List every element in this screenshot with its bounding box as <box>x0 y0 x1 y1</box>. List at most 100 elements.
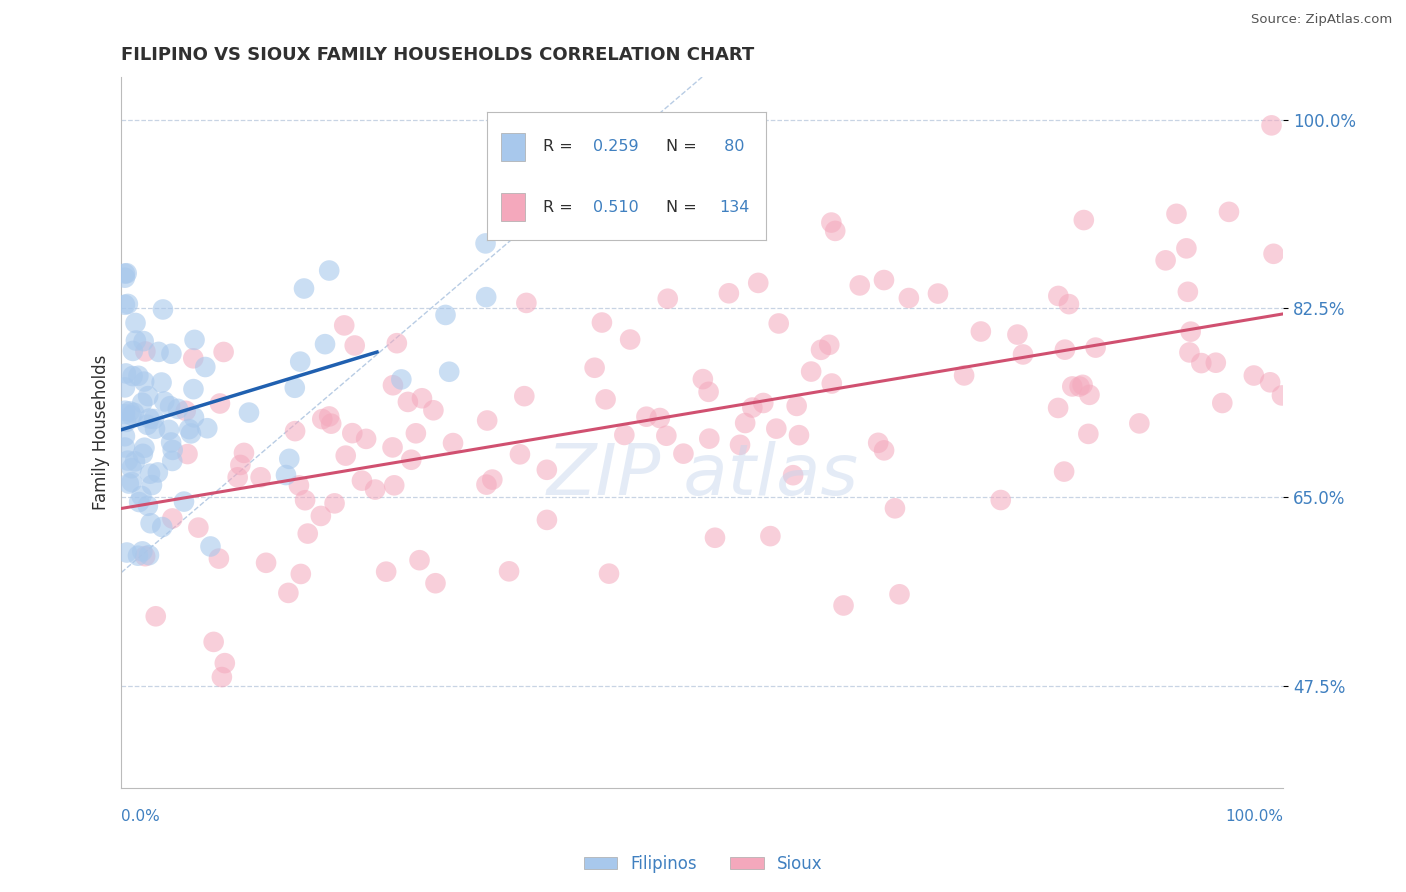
Point <box>1084 341 1107 355</box>
Point <box>181 351 204 366</box>
Point <box>136 499 159 513</box>
Point <box>114 429 136 443</box>
Point <box>176 447 198 461</box>
Point <box>481 473 503 487</box>
Point <box>889 587 911 601</box>
Point <box>118 404 141 418</box>
Point <box>114 298 136 312</box>
Point <box>150 520 173 534</box>
Point <box>583 360 606 375</box>
Point <box>498 565 520 579</box>
Point <box>385 336 408 351</box>
Point <box>290 566 312 581</box>
Point <box>768 317 790 331</box>
Point <box>290 354 312 368</box>
Point <box>117 297 139 311</box>
Point <box>595 392 617 407</box>
Point <box>697 384 720 399</box>
Point <box>884 501 907 516</box>
Point <box>292 281 315 295</box>
Point <box>1205 356 1227 370</box>
Point <box>309 508 332 523</box>
Point <box>1218 205 1240 219</box>
Point <box>598 566 620 581</box>
Point <box>284 424 307 438</box>
Point <box>162 454 184 468</box>
Point <box>139 467 162 481</box>
Point <box>159 399 181 413</box>
Point <box>741 401 763 415</box>
Point <box>1177 285 1199 299</box>
Point <box>1154 253 1177 268</box>
Point <box>141 478 163 492</box>
Point <box>405 426 427 441</box>
Point <box>160 347 183 361</box>
Point <box>117 453 139 467</box>
Point <box>134 549 156 564</box>
Point <box>1078 388 1101 402</box>
Point <box>249 470 271 484</box>
Point <box>200 540 222 554</box>
Point <box>162 511 184 525</box>
Point <box>342 426 364 441</box>
Point <box>765 422 787 436</box>
Point <box>425 576 447 591</box>
Point <box>747 276 769 290</box>
Point <box>195 421 218 435</box>
Point <box>411 391 433 405</box>
Point <box>288 478 311 492</box>
Point <box>800 365 823 379</box>
Point <box>591 316 613 330</box>
Point <box>1166 207 1188 221</box>
Y-axis label: Family Households: Family Households <box>93 355 110 510</box>
Point <box>274 468 297 483</box>
Point <box>375 565 398 579</box>
Point <box>138 548 160 562</box>
Point <box>1062 379 1084 393</box>
Point <box>179 422 201 436</box>
Point <box>897 291 920 305</box>
Point <box>354 432 377 446</box>
Point <box>475 477 498 491</box>
Point <box>515 296 537 310</box>
Point <box>127 368 149 383</box>
Point <box>821 376 844 391</box>
Point <box>389 372 412 386</box>
Point <box>150 376 173 390</box>
Point <box>114 267 136 281</box>
Point <box>124 316 146 330</box>
Point <box>868 435 890 450</box>
Text: 0.0%: 0.0% <box>121 809 160 824</box>
Point <box>408 553 430 567</box>
Point <box>115 266 138 280</box>
Point <box>212 345 235 359</box>
Point <box>115 415 138 429</box>
Point <box>474 236 496 251</box>
Point <box>1053 343 1076 357</box>
Point <box>953 368 976 383</box>
Point <box>475 290 498 304</box>
Point <box>143 412 166 426</box>
Point <box>434 308 457 322</box>
Point <box>335 449 357 463</box>
Point <box>131 544 153 558</box>
Point <box>759 529 782 543</box>
Point <box>734 416 756 430</box>
Point <box>183 410 205 425</box>
Point <box>824 224 846 238</box>
Point <box>183 333 205 347</box>
Point <box>927 286 949 301</box>
Point <box>131 395 153 409</box>
Point <box>125 334 148 348</box>
Point <box>728 438 751 452</box>
Point <box>648 411 671 425</box>
Point <box>1263 247 1285 261</box>
Point <box>1243 368 1265 383</box>
Point <box>162 442 184 457</box>
Point <box>136 389 159 403</box>
Point <box>134 344 156 359</box>
Text: ZIP atlas: ZIP atlas <box>547 441 858 509</box>
Point <box>226 470 249 484</box>
Point <box>477 413 499 427</box>
Point <box>1260 119 1282 133</box>
